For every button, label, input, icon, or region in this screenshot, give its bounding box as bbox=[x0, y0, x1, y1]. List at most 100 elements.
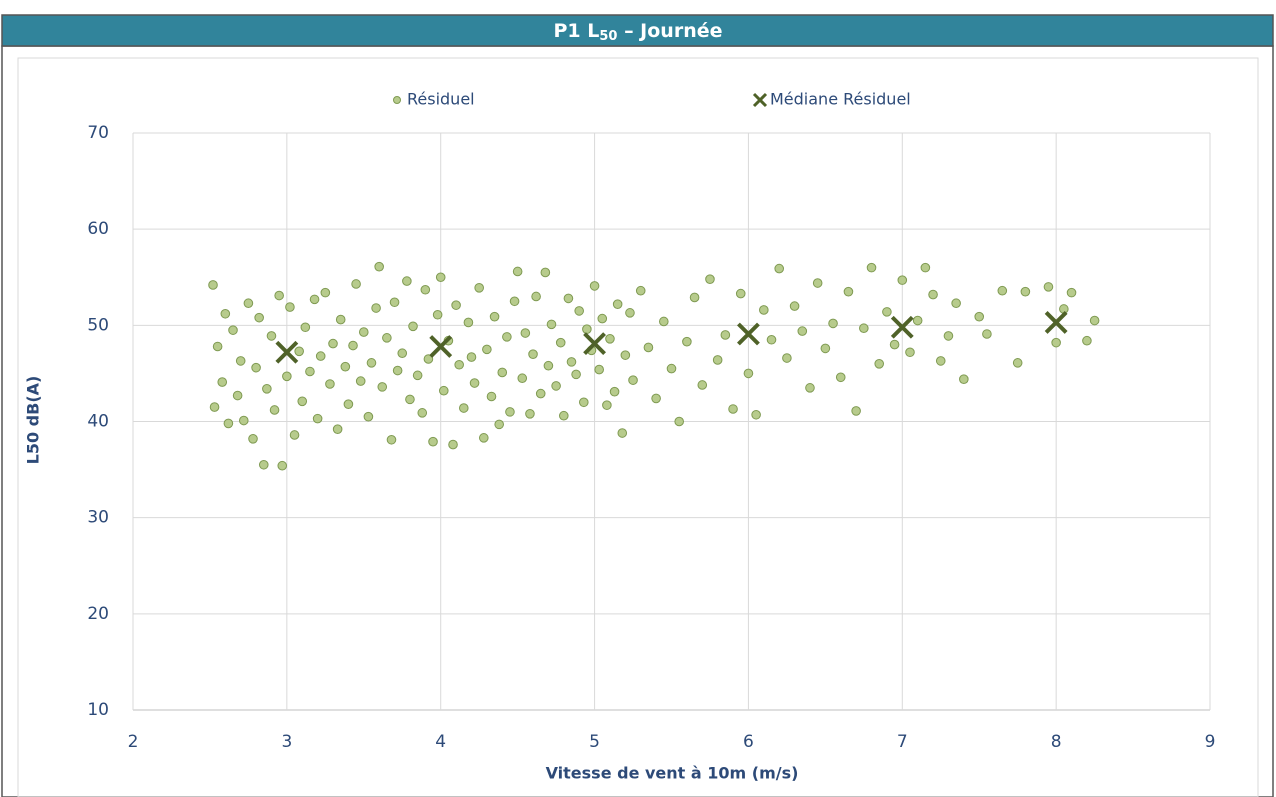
point bbox=[269, 405, 280, 415]
title-subscript: 50 bbox=[599, 29, 617, 44]
point bbox=[851, 406, 861, 416]
point bbox=[348, 340, 358, 351]
point bbox=[617, 428, 628, 438]
point bbox=[535, 388, 546, 399]
point bbox=[393, 96, 401, 104]
point bbox=[412, 370, 423, 381]
point bbox=[417, 408, 428, 418]
point bbox=[274, 290, 284, 301]
point bbox=[217, 377, 228, 387]
point bbox=[743, 368, 754, 379]
point bbox=[897, 275, 908, 285]
point bbox=[289, 430, 300, 440]
point bbox=[705, 274, 715, 284]
point bbox=[774, 263, 785, 274]
point bbox=[238, 415, 249, 426]
point bbox=[277, 460, 288, 471]
point bbox=[935, 356, 946, 366]
point bbox=[208, 280, 218, 290]
point bbox=[248, 434, 258, 444]
point bbox=[625, 308, 635, 318]
point bbox=[454, 359, 464, 370]
point bbox=[402, 276, 412, 286]
median-marker bbox=[583, 332, 606, 356]
point bbox=[258, 459, 269, 470]
grid: 10 20 30 40 50 60 70 2 3 4 5 6 7 8 9 bbox=[87, 123, 1215, 752]
point bbox=[397, 348, 408, 359]
median-marker bbox=[737, 322, 760, 346]
point bbox=[343, 399, 354, 409]
point bbox=[674, 416, 684, 427]
point bbox=[386, 434, 397, 445]
point bbox=[889, 339, 900, 350]
point bbox=[340, 361, 351, 372]
point bbox=[579, 397, 589, 408]
point bbox=[666, 363, 677, 374]
point bbox=[262, 384, 272, 394]
y-tick-label: 50 bbox=[87, 315, 109, 335]
point bbox=[494, 419, 504, 430]
legend: Résiduel Médiane Résiduel bbox=[393, 90, 911, 109]
legend-label: Médiane Résiduel bbox=[770, 90, 911, 109]
point bbox=[1043, 282, 1054, 292]
point bbox=[335, 314, 346, 325]
point bbox=[912, 315, 923, 326]
title-part: P1 L bbox=[553, 20, 599, 42]
point bbox=[251, 362, 261, 373]
point bbox=[643, 342, 654, 353]
x-tick-label: 6 bbox=[743, 732, 754, 752]
median-marker bbox=[275, 340, 299, 364]
marks bbox=[208, 261, 1100, 471]
point bbox=[659, 316, 669, 327]
point bbox=[232, 390, 243, 401]
median-marker bbox=[429, 335, 453, 358]
point bbox=[332, 424, 343, 434]
point bbox=[551, 381, 561, 391]
point bbox=[363, 411, 374, 422]
x-tick-label: 5 bbox=[589, 732, 600, 752]
point bbox=[697, 380, 708, 390]
point bbox=[928, 289, 938, 300]
point bbox=[559, 410, 569, 421]
point bbox=[782, 353, 792, 363]
point bbox=[920, 262, 931, 273]
x-tick-label: 7 bbox=[897, 732, 908, 752]
point bbox=[605, 333, 615, 344]
point bbox=[797, 326, 808, 336]
point bbox=[294, 346, 304, 357]
x-tick-label: 4 bbox=[435, 732, 446, 752]
y-tick-label: 40 bbox=[87, 412, 109, 432]
point bbox=[612, 299, 623, 309]
point bbox=[597, 313, 608, 324]
point bbox=[448, 439, 458, 450]
point bbox=[812, 278, 823, 288]
point bbox=[451, 300, 461, 310]
point bbox=[1082, 335, 1092, 346]
y-tick-label: 60 bbox=[87, 219, 109, 239]
point bbox=[432, 309, 443, 320]
point bbox=[582, 324, 592, 334]
x-tick-label: 8 bbox=[1051, 732, 1062, 752]
point bbox=[546, 319, 557, 330]
point bbox=[366, 358, 377, 368]
point bbox=[382, 333, 392, 343]
point bbox=[820, 343, 831, 354]
point bbox=[602, 400, 612, 410]
point bbox=[712, 355, 723, 365]
point bbox=[759, 305, 769, 315]
point bbox=[843, 286, 854, 297]
point bbox=[389, 297, 400, 308]
point bbox=[486, 391, 497, 402]
point bbox=[1051, 337, 1061, 348]
point bbox=[905, 347, 915, 358]
point bbox=[509, 296, 520, 307]
point bbox=[512, 266, 523, 277]
point bbox=[405, 394, 415, 405]
point bbox=[428, 436, 438, 447]
point bbox=[682, 336, 692, 347]
point bbox=[285, 302, 295, 312]
point bbox=[1020, 286, 1031, 297]
x-axis-label: Vitesse de vent à 10m (m/s) bbox=[546, 764, 799, 783]
point bbox=[566, 357, 577, 367]
